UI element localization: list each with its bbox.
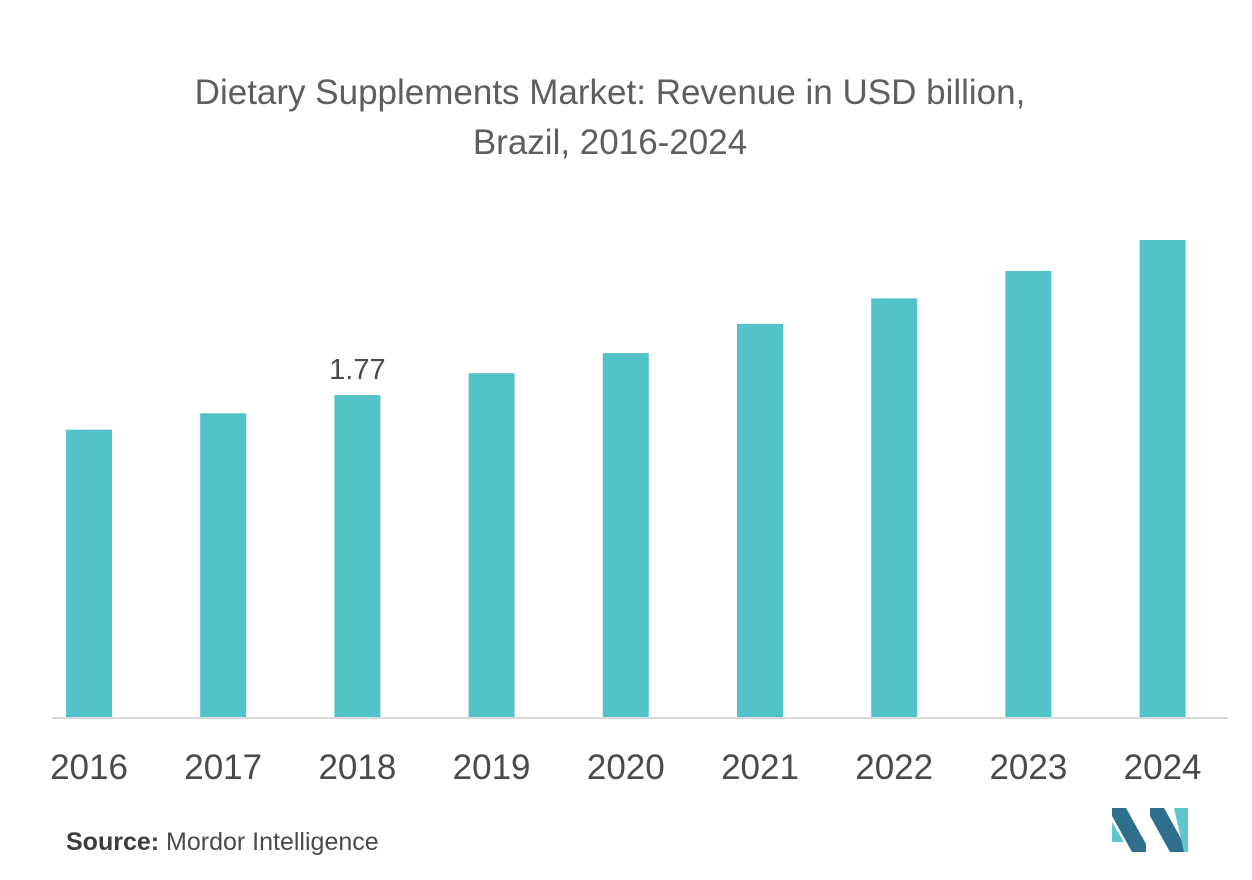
x-tick-labels-group: 2016 2017 2018 2019 2020 2021 2022 2023 2024 <box>50 748 1201 787</box>
bars-group <box>66 240 1186 718</box>
data-label-2018: 1.77 <box>329 354 385 386</box>
x-tick-label-2018: 2018 <box>318 748 396 787</box>
chart-title-line-2: Brazil, 2016-2024 <box>472 123 748 162</box>
x-tick-label-2023: 2023 <box>989 748 1067 787</box>
chart-title: Dietary Supplements Market: Revenue in U… <box>0 68 1220 168</box>
x-tick-label-2024: 2024 <box>1124 748 1202 787</box>
bar-2023 <box>1005 271 1052 718</box>
x-tick-label-2019: 2019 <box>453 748 531 787</box>
bar-2020 <box>602 353 649 718</box>
bar-2024 <box>1139 240 1186 718</box>
x-tick-label-2017: 2017 <box>184 748 262 787</box>
source-note: Source: Mordor Intelligence <box>66 828 379 857</box>
bar-2021 <box>737 323 783 718</box>
logo-shape-right-dark <box>1150 808 1184 852</box>
logo-shape-middle <box>1112 822 1124 842</box>
logo-shape-right-light <box>1174 808 1188 852</box>
x-tick-label-2016: 2016 <box>50 748 128 787</box>
bar-2017 <box>200 413 247 718</box>
bar-2022 <box>871 298 918 718</box>
logo-shape-left <box>1112 808 1146 852</box>
bar-2016 <box>66 429 112 718</box>
source-value: Mordor Intelligence <box>166 828 379 856</box>
mordor-intelligence-logo <box>1112 808 1188 852</box>
chart-title-line-1: Dietary Supplements Market: Revenue in U… <box>194 73 1026 112</box>
x-tick-label-2021: 2021 <box>721 748 799 787</box>
x-tick-label-2022: 2022 <box>855 748 933 787</box>
source-label: Source: <box>66 828 160 856</box>
bar-2019 <box>468 373 515 718</box>
bar-2018 <box>334 395 381 718</box>
x-tick-label-2020: 2020 <box>587 748 665 787</box>
data-labels-group: 1.77 <box>329 354 385 386</box>
